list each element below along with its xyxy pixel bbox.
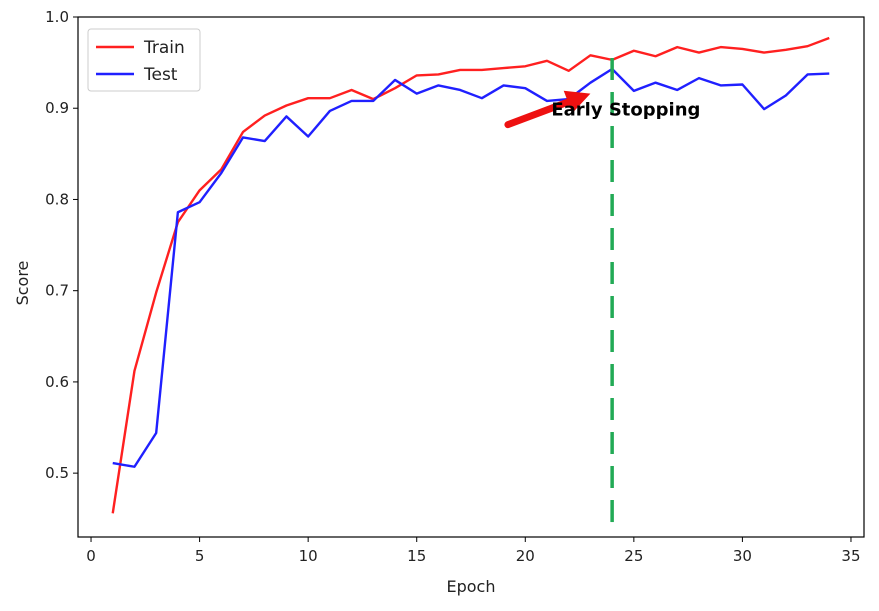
- y-axis-title: Score: [13, 261, 32, 306]
- y-tick-label: 0.5: [45, 464, 69, 482]
- y-axis-ticks: 0.5 0.6 0.7 0.8 0.9 1.0: [45, 8, 78, 482]
- annotation-label: Early Stopping: [551, 100, 700, 121]
- annotation-layer: Early Stopping: [504, 58, 700, 524]
- x-tick-label: 5: [195, 547, 205, 565]
- x-tick-label: 10: [299, 547, 318, 565]
- x-axis-ticks: 0 5 10 15 20 25 30 35: [86, 537, 861, 565]
- series-layer: [111, 36, 830, 514]
- x-tick-label: 25: [624, 547, 643, 565]
- series-line-train: [111, 36, 830, 514]
- legend: Train Test: [87, 28, 201, 92]
- y-tick-label: 0.8: [45, 190, 69, 208]
- x-tick-label: 30: [733, 547, 752, 565]
- legend-box: [87, 28, 201, 92]
- legend-label-train: Train: [143, 38, 185, 58]
- y-tick-label: 0.9: [45, 99, 69, 117]
- x-tick-label: 15: [407, 547, 426, 565]
- annotation-arrow-head: [563, 90, 591, 114]
- y-tick-label: 0.6: [45, 373, 69, 391]
- y-tick-label: 0.7: [45, 282, 69, 300]
- plot-area: [77, 16, 865, 538]
- legend-label-test: Test: [143, 65, 178, 85]
- annotation-arrow-shaft: [504, 98, 572, 129]
- x-tick-label: 35: [841, 547, 860, 565]
- x-tick-label: 20: [516, 547, 535, 565]
- y-tick-label: 1.0: [45, 8, 69, 26]
- x-axis-title: Epoch: [447, 577, 496, 596]
- x-tick-label: 0: [86, 547, 96, 565]
- series-line-test: [112, 67, 830, 468]
